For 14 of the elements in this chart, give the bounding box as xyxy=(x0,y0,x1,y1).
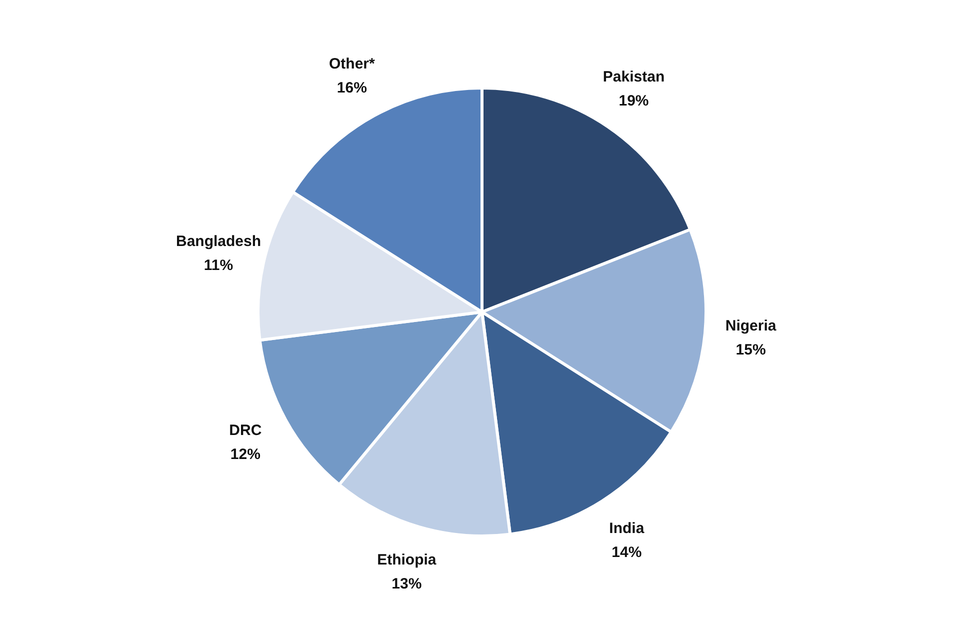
slice-label: Bangladesh xyxy=(176,232,262,250)
data-label: 14% xyxy=(612,543,642,560)
data-label: 13% xyxy=(392,574,422,592)
slice-label: India xyxy=(609,519,645,536)
slice-label: Ethiopia xyxy=(377,550,437,568)
data-label: 11% xyxy=(204,256,234,274)
data-label: 15% xyxy=(736,340,766,358)
slice-label: DRC xyxy=(229,422,262,439)
slice-label: Pakistan xyxy=(602,68,665,86)
slice-label: Nigeria xyxy=(725,316,777,334)
data-label: 19% xyxy=(618,92,649,110)
data-label: 12% xyxy=(230,446,260,463)
slice-label: Other* xyxy=(329,54,376,72)
data-label: 16% xyxy=(336,78,367,96)
